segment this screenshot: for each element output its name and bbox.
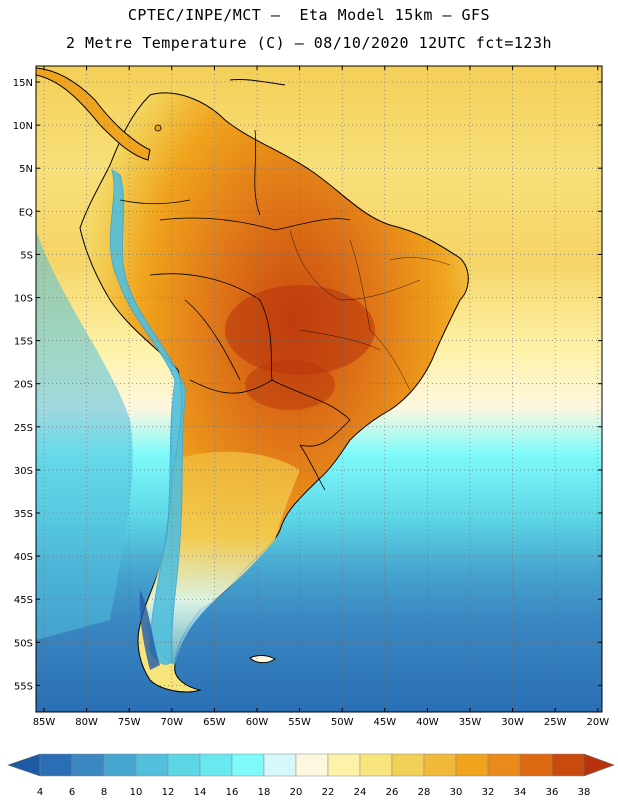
- colorbar-swatch: [135, 753, 169, 777]
- longitude-label: 80W: [75, 717, 98, 728]
- map-title-line-2: 2 Metre Temperature (C) – 08/10/2020 12U…: [65, 34, 553, 52]
- colorbar-value: 6: [69, 787, 75, 798]
- colorbar-swatch: [71, 753, 105, 777]
- latitude-axis: 15N 10N 5N EQ 5S 10S 15S 20S 25S 30S 35S 40S 45S 50S 5…: [13, 78, 33, 692]
- latitude-label: EQ: [19, 207, 33, 218]
- colorbar-swatch: [327, 753, 361, 777]
- colorbar-swatch: [39, 753, 73, 777]
- falkland-islands: [249, 655, 276, 664]
- latitude-label: 5N: [19, 164, 33, 175]
- colorbar-value: 26: [386, 787, 399, 798]
- island: [154, 124, 162, 132]
- colorbar-value: 34: [514, 787, 527, 798]
- longitude-label: 85W: [33, 717, 56, 728]
- longitude-label: 30W: [501, 717, 524, 728]
- latitude-label: 35S: [14, 509, 33, 520]
- latitude-label: 10N: [13, 121, 33, 132]
- colorbar-swatch: [103, 753, 137, 777]
- latitude-label: 10S: [14, 294, 33, 305]
- colorbar-swatch: [551, 753, 585, 777]
- colorbar-value: 18: [258, 787, 271, 798]
- patagonia-ice: [139, 590, 160, 670]
- colorbar-labels: 4 6 8 10 12 14 16 18 20 22 24 26 28 30 32 34 36 38: [37, 787, 591, 798]
- caribbean-islands: [229, 79, 286, 86]
- colorbar-low-arrow: [7, 753, 41, 777]
- latitude-label: 15S: [14, 337, 33, 348]
- longitude-label: 55W: [288, 717, 311, 728]
- southern-cone-field: [145, 451, 300, 665]
- colorbar-value: 16: [226, 787, 239, 798]
- colorbar-swatch: [391, 753, 425, 777]
- humboldt-cold-current: [36, 230, 133, 640]
- latitude-label: 40S: [14, 552, 33, 563]
- longitude-axis: 85W 80W 75W 70W 65W 60W 55W 50W 45W 40W 35W 30W 25W 2…: [33, 717, 610, 728]
- map-title-line-1: CPTEC/INPE/MCT – Eta Model 15km – GFS: [127, 6, 491, 24]
- colorbar-swatch: [455, 753, 489, 777]
- colorbar-swatch: [231, 753, 265, 777]
- country-borders: [119, 129, 351, 491]
- longitude-label: 45W: [373, 717, 396, 728]
- longitude-label: 70W: [160, 717, 183, 728]
- longitude-label: 35W: [459, 717, 482, 728]
- latitude-label: 25S: [14, 423, 33, 434]
- colorbar-value: 10: [130, 787, 143, 798]
- temperature-colorbar: [7, 753, 615, 777]
- longitude-label: 60W: [246, 717, 269, 728]
- colorbar-high-arrow: [583, 753, 615, 777]
- longitude-label: 40W: [416, 717, 439, 728]
- longitude-label: 75W: [118, 717, 141, 728]
- colorbar-swatch: [423, 753, 457, 777]
- latitude-label: 55S: [14, 681, 33, 692]
- colorbar-value: 38: [578, 787, 591, 798]
- colorbar-value: 36: [546, 787, 559, 798]
- colorbar-value: 14: [194, 787, 207, 798]
- colorbar-value: 22: [322, 787, 335, 798]
- colorbar-value: 8: [101, 787, 107, 798]
- longitude-label: 50W: [331, 717, 354, 728]
- map-frame: [35, 65, 603, 713]
- colorbar-value: 32: [482, 787, 495, 798]
- latitude-label: 30S: [14, 466, 33, 477]
- latitude-label: 50S: [14, 638, 33, 649]
- longitude-label: 20W: [586, 717, 609, 728]
- latitude-label: 20S: [14, 380, 33, 391]
- central-america-land: [36, 67, 151, 161]
- state-borders: [289, 229, 451, 391]
- colorbar-value: 4: [37, 787, 43, 798]
- colorbar-value: 24: [354, 787, 367, 798]
- colorbar-value: 12: [162, 787, 175, 798]
- longitude-label: 25W: [544, 717, 567, 728]
- colorbar-swatch: [167, 753, 201, 777]
- colorbar-value: 28: [418, 787, 431, 798]
- colorbar-swatch: [263, 753, 297, 777]
- andes-cold-strip: [109, 168, 187, 665]
- axis-ticks: [36, 66, 602, 712]
- colorbar-swatch: [359, 753, 393, 777]
- colorbar-swatch: [199, 753, 233, 777]
- colorbar-swatch: [487, 753, 521, 777]
- longitude-label: 65W: [203, 717, 226, 728]
- colorbar-swatch: [519, 753, 553, 777]
- colorbar-value: 20: [290, 787, 303, 798]
- colorbar-value: 30: [450, 787, 463, 798]
- hot-core-pantanal: [245, 360, 335, 410]
- latitude-label: 5S: [20, 250, 33, 261]
- colorbar-swatch: [295, 753, 329, 777]
- latitude-label: 45S: [14, 595, 33, 606]
- latitude-label: 15N: [13, 78, 33, 89]
